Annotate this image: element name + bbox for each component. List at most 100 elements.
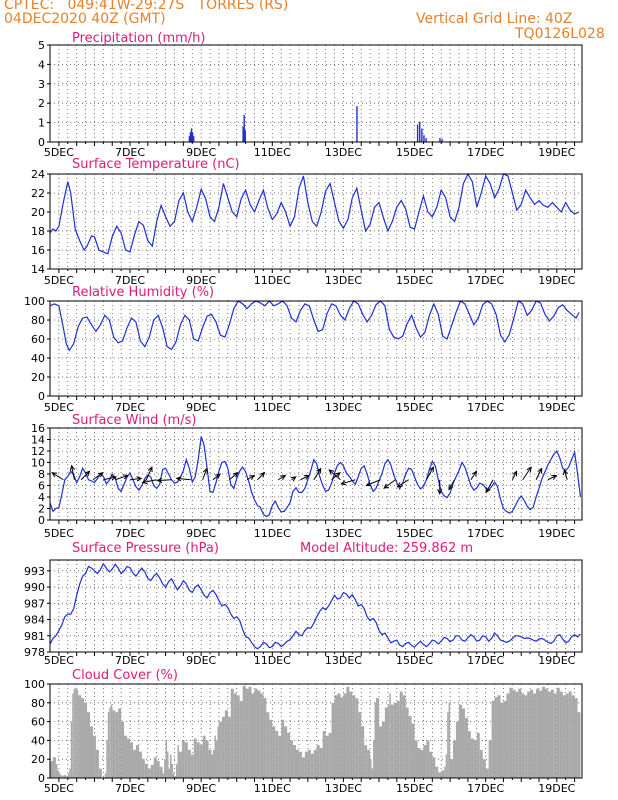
wind-arrow — [115, 475, 128, 481]
cloud-bar — [405, 707, 409, 778]
cloud-bar — [168, 768, 171, 778]
cloud-bar — [497, 695, 501, 778]
x-tick-label: 17DEC — [467, 274, 504, 287]
cloud-bar — [355, 698, 359, 778]
x-tick-label: 7DEC — [115, 654, 145, 667]
x-tick-label: 11DEC — [254, 401, 291, 414]
cloud-bar — [411, 723, 415, 778]
wind-arrow-head — [437, 489, 443, 495]
cloud-bar — [165, 740, 168, 778]
x-tick-label: 9DEC — [186, 527, 216, 540]
precip-bar — [189, 132, 192, 142]
cloud-bar — [533, 693, 537, 778]
cloud-bar — [287, 732, 291, 778]
cloud-bar — [408, 715, 412, 778]
y-tick-label: 4 — [38, 58, 45, 71]
panel-1: 0 1 2 3 4 5 5DEC 7DEC 9DEC 11DEC 13DEC 15DEC 17DEC 19… — [38, 31, 583, 159]
cloud-bar — [565, 693, 569, 778]
panel-title: Surface Pressure (hPa) — [72, 541, 219, 556]
cloud-bar — [328, 732, 332, 778]
panel-6: 0 20 40 60 80 100 5DEC 7DEC 9DEC 11DEC 13DEC 15DEC 1… — [24, 668, 583, 795]
cloud-bar — [476, 732, 480, 778]
cloud-bar — [196, 742, 200, 778]
cloud-bar — [389, 693, 391, 778]
wind-arrow — [341, 479, 356, 485]
cloud-bar — [109, 707, 111, 778]
y-tick-label: 14 — [31, 263, 45, 276]
cloud-bar — [213, 749, 215, 778]
y-tick-label: 10 — [31, 457, 45, 470]
series-line — [49, 562, 581, 650]
wind-arrow — [448, 479, 455, 490]
cloud-bar — [177, 745, 179, 778]
precip-bar — [243, 114, 245, 142]
cloud-bar — [281, 719, 285, 778]
cloud-bar — [334, 695, 338, 778]
plot-frame — [49, 173, 583, 270]
cloud-bar — [453, 740, 457, 778]
y-tick-label: 20 — [31, 371, 45, 384]
wind-arrow-head — [448, 484, 454, 491]
cloud-bar — [118, 708, 122, 778]
y-tick-label: 987 — [24, 597, 45, 610]
cloud-bar — [399, 691, 403, 778]
x-tick-label: 13DEC — [325, 527, 362, 540]
x-tick-label: 17DEC — [467, 782, 504, 795]
cloud-bar — [371, 768, 374, 778]
x-tick-label: 5DEC — [44, 274, 74, 287]
cloud-bar — [174, 776, 176, 778]
y-tick-label: 0 — [38, 514, 45, 527]
y-tick-label: 40 — [31, 734, 45, 747]
cloud-bar — [73, 688, 76, 778]
y-tick-label: 80 — [31, 697, 45, 710]
x-tick-label: 11DEC — [254, 527, 291, 540]
cloud-bar — [461, 708, 465, 778]
wind-arrow — [257, 472, 265, 481]
precip-bar — [191, 132, 194, 142]
x-tick-label: 13DEC — [325, 782, 362, 795]
cloud-bar — [539, 690, 542, 778]
precip-bar — [192, 136, 195, 142]
cloud-bar — [95, 749, 99, 778]
cloud-bar — [568, 691, 572, 778]
wind-arrow — [212, 473, 221, 481]
x-tick-label: 15DEC — [396, 654, 433, 667]
plot-frame — [49, 44, 583, 143]
x-tick-label: 19DEC — [538, 654, 575, 667]
x-tick-label: 5DEC — [44, 782, 74, 795]
cloud-bar — [208, 749, 212, 778]
cloud-bar — [127, 738, 131, 778]
wind-arrow-head — [156, 477, 163, 483]
wind-arrow — [92, 472, 104, 481]
cloud-bar — [374, 702, 377, 778]
cloud-bar — [536, 688, 540, 778]
y-tick-label: 2 — [38, 503, 45, 516]
cloud-bar — [290, 740, 294, 778]
wind-arrow — [328, 469, 341, 481]
y-tick-label: 3 — [38, 78, 45, 91]
cloud-bar — [295, 749, 299, 778]
wind-arrow — [425, 466, 434, 480]
wind-arrow-head — [97, 472, 104, 478]
cloud-bar — [263, 698, 267, 778]
y-tick-label: 60 — [31, 333, 45, 346]
cloud-bar — [456, 721, 460, 778]
wind-arrow-head — [471, 470, 478, 477]
cloud-bar — [346, 686, 350, 778]
x-tick-label: 19DEC — [538, 401, 575, 414]
y-tick-label: 2 — [38, 97, 45, 110]
cloud-bar — [414, 740, 418, 778]
cloud-bar — [340, 697, 344, 778]
cloud-bar — [556, 687, 560, 778]
wind-arrow — [103, 476, 117, 481]
cloud-bar — [331, 702, 335, 778]
panel-subtitle: Model Altitude: 259.862 m — [300, 541, 473, 556]
cloud-bar — [441, 770, 445, 778]
header-date: 04DEC2020 40Z (GMT) — [4, 11, 166, 27]
wind-arrow — [313, 468, 322, 481]
wind-arrow — [277, 475, 286, 481]
cloud-bar — [98, 768, 102, 778]
cloud-bar — [167, 751, 169, 778]
y-tick-label: 990 — [24, 581, 45, 594]
cloud-bar — [547, 691, 551, 778]
